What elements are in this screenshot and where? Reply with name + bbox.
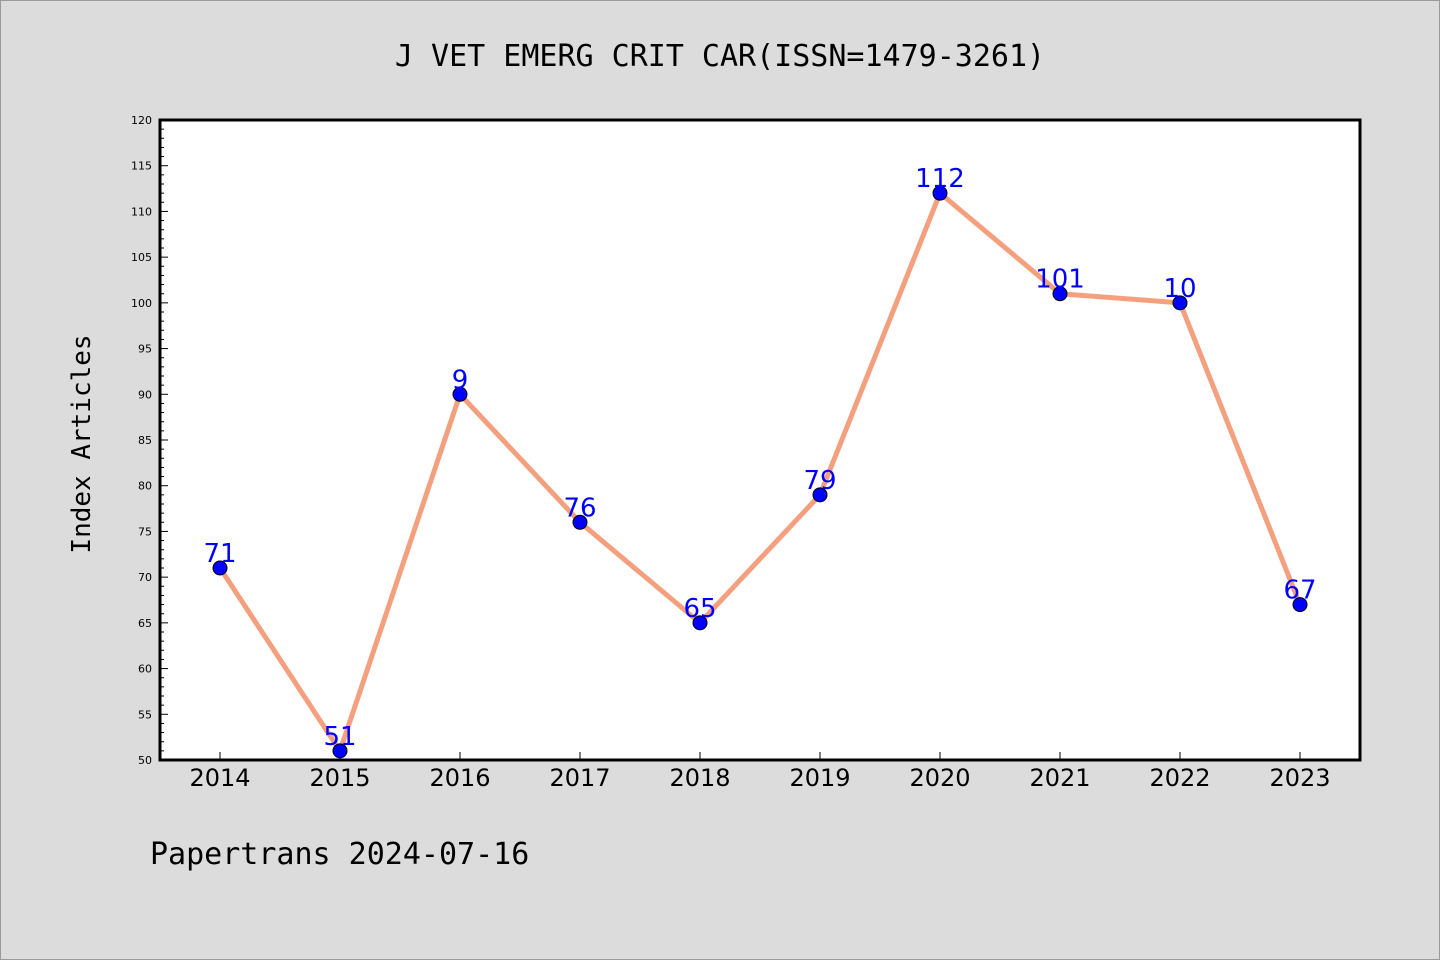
series-line (217, 190, 1303, 754)
data-label: 79 (803, 466, 836, 496)
y-tick-label: 70 (138, 571, 152, 584)
y-tick-label: 55 (138, 708, 152, 721)
data-label: 71 (203, 539, 236, 569)
y-tick-label: 115 (131, 160, 152, 173)
y-axis-label: Index Articles (67, 334, 97, 553)
chart-title: J VET EMERG CRIT CAR(ISSN=1479-3261) (395, 39, 1045, 74)
data-point (452, 386, 468, 402)
x-tick-label: 2020 (909, 764, 970, 792)
data-point (932, 185, 948, 201)
y-tick-label: 80 (138, 480, 152, 493)
data-point (332, 743, 348, 759)
data-labels: 71 51 9 76 65 79 112 101 10 67 (203, 164, 1316, 752)
x-tick-label: 2023 (1269, 764, 1330, 792)
data-label: 67 (1283, 576, 1316, 606)
series-layer (212, 185, 1308, 759)
data-point (1292, 597, 1308, 613)
plot-area (158, 118, 1362, 762)
data-point (572, 514, 588, 530)
x-tick-label: 2014 (189, 764, 250, 792)
y-tick-label: 120 (131, 114, 152, 127)
x-tick-label: 2021 (1029, 764, 1090, 792)
y-tick-label: 100 (131, 297, 152, 310)
footer-credit: Papertrans 2024-07-16 (150, 837, 529, 872)
data-label: 51 (323, 722, 356, 752)
y-tick-label: 110 (131, 205, 152, 218)
data-label: 101 (1035, 265, 1085, 295)
x-axis: 2014 2015 2016 2017 2018 2019 2020 2021 2022 2023 (189, 752, 1331, 792)
data-label: 112 (915, 164, 965, 194)
data-label: 76 (563, 493, 596, 523)
data-point (812, 487, 828, 503)
data-point (1052, 286, 1068, 302)
y-axis: 50 55 60 65 70 75 80 85 90 95 100 105 110 115 120 (131, 114, 168, 767)
x-tick-label: 2022 (1149, 764, 1210, 792)
data-point (1172, 295, 1188, 311)
y-tick-label: 90 (138, 388, 152, 401)
x-tick-label: 2018 (669, 764, 730, 792)
y-tick-label: 95 (138, 343, 152, 356)
data-point (212, 560, 228, 576)
x-tick-label: 2016 (429, 764, 490, 792)
y-tick-label: 50 (138, 754, 152, 767)
y-tick-label: 60 (138, 663, 152, 676)
x-tick-label: 2017 (549, 764, 610, 792)
data-label: 65 (683, 594, 716, 624)
data-label: 9 (452, 365, 469, 395)
x-tick-label: 2015 (309, 764, 370, 792)
y-tick-label: 105 (131, 251, 152, 264)
y-tick-label: 75 (138, 525, 152, 538)
y-tick-label: 65 (138, 617, 152, 630)
y-tick-label: 85 (138, 434, 152, 447)
x-tick-label: 2019 (789, 764, 850, 792)
data-label: 10 (1163, 274, 1196, 304)
data-point (692, 615, 708, 631)
